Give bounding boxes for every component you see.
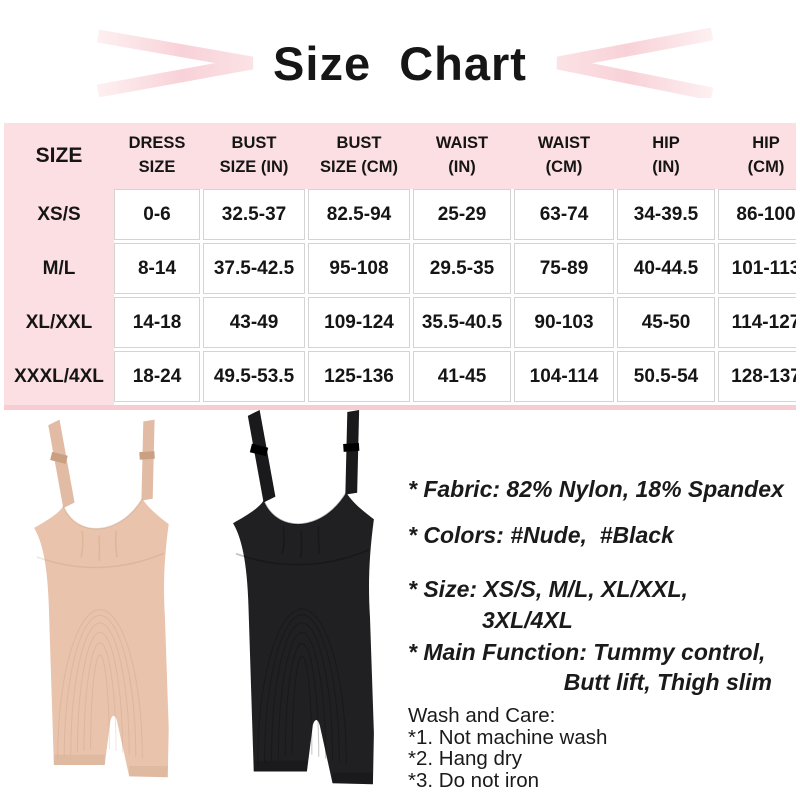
table-cell: 63-74 — [514, 189, 614, 240]
table-cell: 35.5-40.5 — [413, 297, 511, 348]
table-cell: 41-45 — [413, 351, 511, 402]
column-header-waist-cm: WAIST (CM) — [514, 126, 614, 186]
page-title: Size Chart — [273, 37, 527, 90]
table-cell: 109-124 — [308, 297, 410, 348]
column-header-bust-in: BUST SIZE (IN) — [203, 126, 305, 186]
table-cell: 49.5-53.5 — [203, 351, 305, 402]
size-table-grid: SIZE DRESS SIZE BUST SIZE (IN) BUST SIZE (C… — [4, 123, 796, 405]
table-cell: 75-89 — [514, 243, 614, 294]
colors-detail: * Colors: #Nude, #Black — [408, 522, 674, 548]
table-cell: 86-100 — [718, 189, 796, 240]
table-cell: 43-49 — [203, 297, 305, 348]
care-item: *1. Not machine wash — [408, 725, 608, 749]
table-cell: 14-18 — [114, 297, 200, 348]
table-cell: 114-127 — [718, 297, 796, 348]
table-cell: 50.5-54 — [617, 351, 715, 402]
size-detail-line2: 3XL/4XL — [482, 607, 573, 633]
table-cell: 18-24 — [114, 351, 200, 402]
table-cell: 125-136 — [308, 351, 410, 402]
table-cell: 8-14 — [114, 243, 200, 294]
care-item: *2. Hang dry — [408, 747, 522, 770]
column-header-waist-in: WAIST (IN) — [413, 126, 511, 186]
table-row: XS/S 0-6 32.5-37 82.5-94 25-29 63-74 34-… — [7, 189, 796, 240]
column-header-bust-cm: BUST SIZE (CM) — [308, 126, 410, 186]
table-cell: 25-29 — [413, 189, 511, 240]
table-cell: 40-44.5 — [617, 243, 715, 294]
nude-bodysuit — [33, 418, 170, 779]
table-cell: 32.5-37 — [203, 189, 305, 240]
table-cell: 128-137 — [718, 351, 796, 402]
table-cell: 90-103 — [514, 297, 614, 348]
table-cell: 101-113 — [718, 243, 796, 294]
table-cell: 45-50 — [617, 297, 715, 348]
table-cell: 82.5-94 — [308, 189, 410, 240]
table-cell: 95-108 — [308, 243, 410, 294]
table-cell: 34-39.5 — [617, 189, 715, 240]
right-chevron-arrow-icon — [556, 28, 714, 98]
function-detail-line1: * Main Function: Tummy control, — [408, 639, 766, 665]
size-table: SIZE DRESS SIZE BUST SIZE (IN) BUST SIZE (C… — [4, 123, 796, 410]
row-label: XL/XXL — [7, 297, 111, 348]
row-label: XS/S — [7, 189, 111, 240]
table-header-row: SIZE DRESS SIZE BUST SIZE (IN) BUST SIZE (C… — [7, 126, 796, 186]
row-label: M/L — [7, 243, 111, 294]
left-chevron-arrow-icon — [96, 29, 254, 98]
size-detail-line1: * Size: XS/S, M/L, XL/XXL, — [408, 576, 688, 602]
wash-and-care-section: Wash and Care: *1. Not machine wash *2. … — [408, 705, 794, 791]
table-cell: 37.5-42.5 — [203, 243, 305, 294]
wash-and-care-title: Wash and Care: — [408, 704, 556, 727]
fabric-detail: * Fabric: 82% Nylon, 18% Spandex — [408, 476, 784, 502]
table-bottom-accent — [4, 405, 796, 410]
table-cell: 104-114 — [514, 351, 614, 402]
column-header-hip-in: HIP (IN) — [617, 126, 715, 186]
table-row: XL/XXL 14-18 43-49 109-124 35.5-40.5 90-… — [7, 297, 796, 348]
function-detail-line2: Butt lift, Thigh slim — [563, 669, 772, 695]
column-header-hip-cm: HIP (CM) — [718, 126, 796, 186]
black-bodysuit — [232, 409, 375, 786]
table-row: XXXL/4XL 18-24 49.5-53.5 125-136 41-45 1… — [7, 351, 796, 402]
table-cell: 29.5-35 — [413, 243, 511, 294]
care-item: *3. Do not iron — [408, 768, 540, 792]
table-row: M/L 8-14 37.5-42.5 95-108 29.5-35 75-89 … — [7, 243, 796, 294]
table-cell: 0-6 — [114, 189, 200, 240]
row-label: XXXL/4XL — [7, 351, 111, 402]
column-header-dress-size: DRESS SIZE — [114, 126, 200, 186]
column-header-size: SIZE — [7, 126, 111, 186]
